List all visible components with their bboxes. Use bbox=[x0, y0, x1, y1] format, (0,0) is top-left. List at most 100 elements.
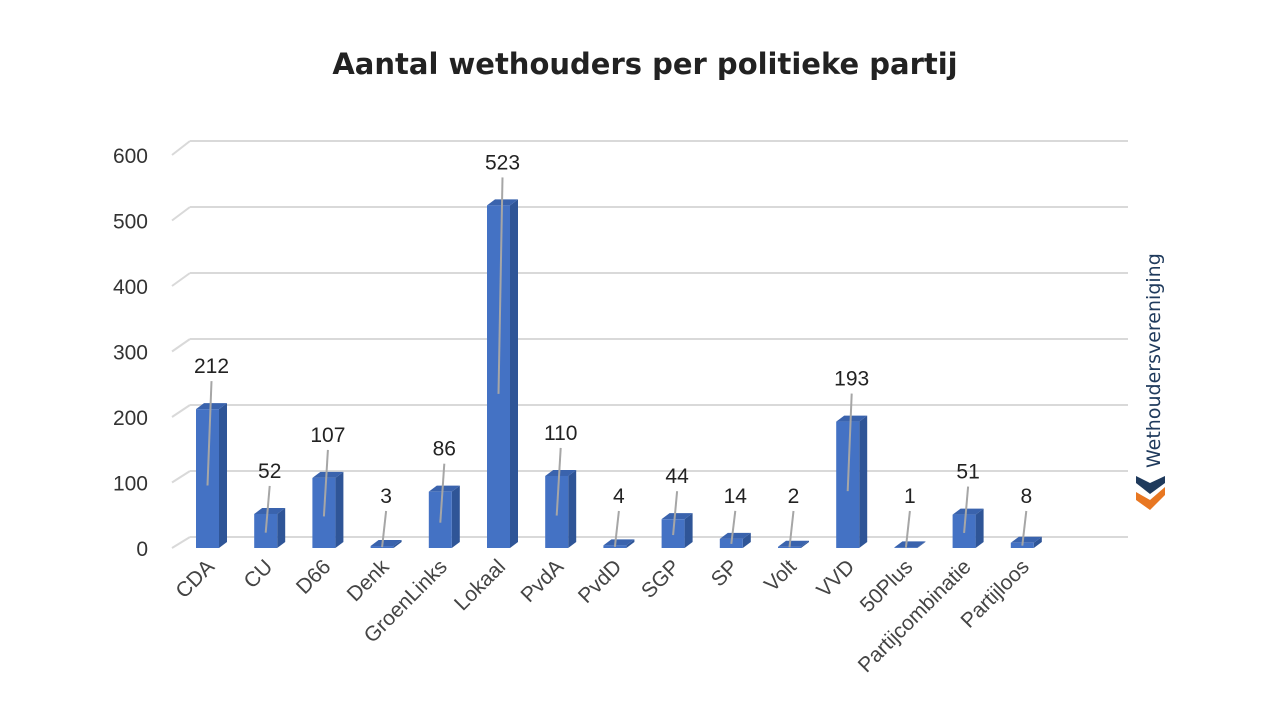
bar-side bbox=[335, 471, 344, 548]
leader-line bbox=[264, 485, 271, 533]
data-label: 44 bbox=[665, 465, 689, 488]
logo-mark-dark bbox=[1136, 476, 1165, 494]
bar bbox=[661, 513, 693, 548]
leader-line bbox=[206, 381, 213, 486]
leader-line bbox=[904, 510, 911, 548]
gridline-depth bbox=[171, 338, 191, 353]
bar-side bbox=[451, 485, 460, 548]
bar-top bbox=[545, 469, 577, 476]
bar-side bbox=[975, 508, 984, 548]
x-tick-label: Volt bbox=[760, 555, 801, 596]
leader-line bbox=[730, 510, 737, 544]
bar-side bbox=[742, 532, 751, 548]
bar-side bbox=[801, 540, 809, 548]
bar-side bbox=[277, 507, 286, 548]
bar-side bbox=[219, 403, 227, 548]
x-tick-label: PvdD bbox=[574, 555, 627, 608]
leader-line bbox=[555, 447, 562, 516]
data-label: 523 bbox=[485, 151, 520, 174]
data-label: 86 bbox=[433, 438, 456, 461]
data-label: 8 bbox=[1020, 485, 1032, 508]
bar-top bbox=[312, 471, 344, 478]
bar-side bbox=[859, 415, 868, 548]
bar bbox=[603, 539, 635, 548]
bar bbox=[778, 540, 809, 548]
leader-line bbox=[381, 510, 388, 548]
brand-name: Wethoudersvereniging bbox=[1143, 253, 1165, 468]
grid-lines bbox=[171, 140, 1128, 549]
data-label: 52 bbox=[258, 460, 281, 483]
data-label: 193 bbox=[834, 368, 869, 391]
data-label: 107 bbox=[310, 424, 345, 447]
bar bbox=[487, 199, 518, 548]
y-tick-label: 0 bbox=[136, 538, 148, 561]
leader-line bbox=[788, 510, 795, 548]
x-tick-label: Lokaal bbox=[450, 555, 510, 615]
leader-line bbox=[439, 463, 446, 523]
bar-top bbox=[254, 507, 286, 514]
leader-line bbox=[613, 510, 620, 547]
bar-side bbox=[393, 540, 402, 548]
x-tick-label: VVD bbox=[812, 555, 859, 602]
leader-line bbox=[846, 393, 853, 492]
gridline-depth bbox=[171, 272, 191, 287]
leader-lines bbox=[206, 177, 1028, 548]
leader-line bbox=[497, 177, 504, 394]
gridline-depth bbox=[171, 404, 191, 418]
bar-side bbox=[568, 469, 577, 548]
logo-mark-orange bbox=[1136, 487, 1165, 510]
bar-top bbox=[370, 540, 402, 547]
y-tick-label: 100 bbox=[113, 473, 148, 496]
bar bbox=[952, 508, 984, 548]
bar bbox=[545, 469, 577, 548]
bar-top bbox=[603, 539, 635, 546]
bar-side bbox=[1033, 536, 1042, 548]
bar bbox=[312, 471, 344, 548]
x-tick-label: D66 bbox=[292, 555, 336, 599]
bar bbox=[370, 540, 402, 548]
bar-top bbox=[778, 540, 809, 547]
bar bbox=[894, 541, 926, 548]
bar-top bbox=[428, 485, 460, 492]
bar bbox=[1010, 536, 1042, 548]
chart-title: Aantal wethouders per politieke partij bbox=[332, 47, 957, 81]
gridline-depth bbox=[171, 470, 191, 484]
y-tick-label: 600 bbox=[113, 145, 148, 168]
x-tick-label: SGP bbox=[637, 555, 685, 603]
bar bbox=[254, 507, 286, 548]
data-label: 4 bbox=[613, 485, 625, 508]
x-tick-label: CDA bbox=[171, 555, 219, 603]
leader-line bbox=[963, 486, 970, 534]
bar-top bbox=[661, 513, 693, 520]
bar bbox=[428, 485, 460, 548]
bar-top bbox=[894, 541, 926, 548]
x-tick-label: Denk bbox=[343, 555, 394, 606]
bar-top bbox=[952, 508, 984, 515]
gridline-depth bbox=[171, 140, 191, 156]
data-label: 2 bbox=[788, 485, 800, 508]
y-tick-label: 200 bbox=[113, 407, 148, 430]
y-tick-label: 400 bbox=[113, 276, 148, 299]
brand-logo: Wethoudersvereniging bbox=[1136, 253, 1165, 510]
bar bbox=[836, 415, 868, 548]
bar bbox=[196, 403, 227, 548]
gridline-depth bbox=[171, 206, 191, 222]
data-label: 110 bbox=[544, 422, 577, 445]
leader-line bbox=[672, 491, 679, 536]
gridline-depth bbox=[171, 536, 191, 549]
y-tick-label: 500 bbox=[113, 211, 148, 234]
bar-side bbox=[510, 199, 518, 548]
data-label: 14 bbox=[724, 485, 748, 508]
x-tick-label: SP bbox=[707, 555, 743, 591]
leader-line bbox=[1021, 510, 1028, 546]
bar-side bbox=[917, 541, 926, 548]
bar-top bbox=[836, 415, 868, 422]
y-axis-ticks: 0 100 200 300 400 500 600 bbox=[113, 145, 148, 561]
data-label: 1 bbox=[904, 485, 916, 508]
bar-top bbox=[719, 532, 751, 539]
bar bbox=[719, 532, 751, 548]
y-tick-label: 300 bbox=[113, 342, 148, 365]
